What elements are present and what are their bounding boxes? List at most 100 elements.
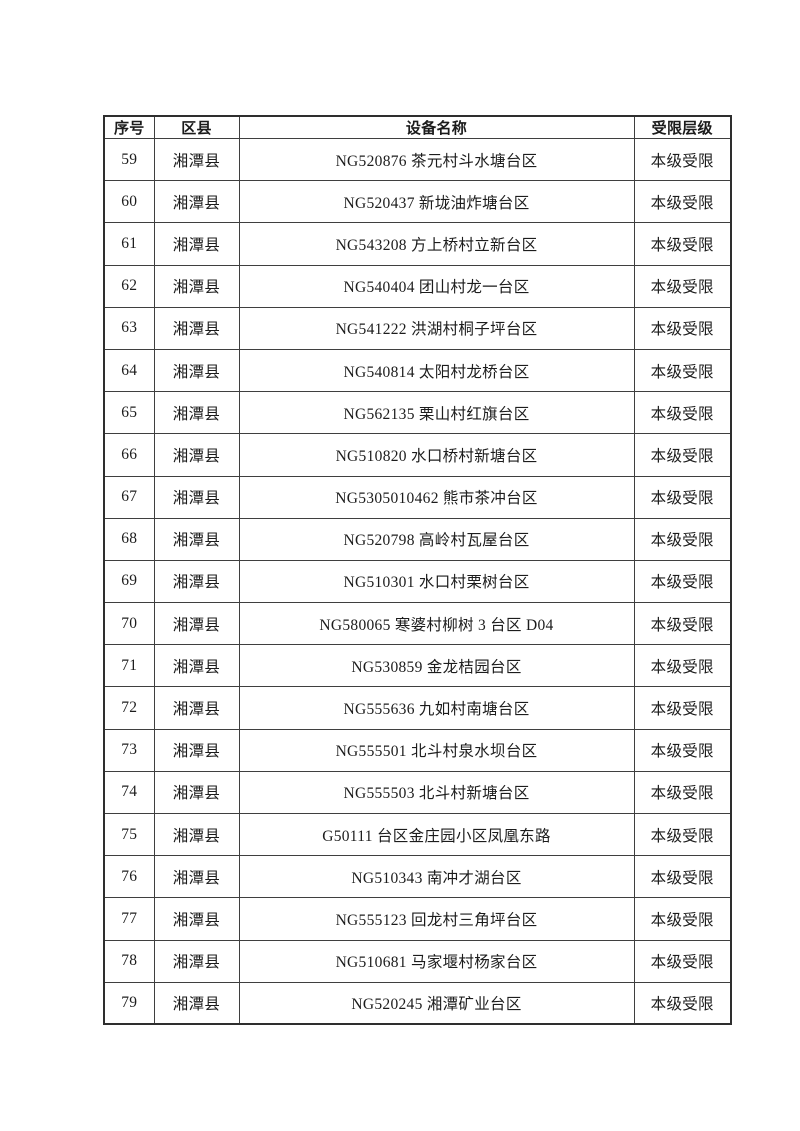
cell-district: 湘潭县	[153, 686, 240, 730]
cell-district: 湘潭县	[153, 770, 240, 815]
device-restriction-table: 序号 区县 设备名称 受限层级 59 湘潭县 NG520876 茶元村斗水塘台区 本级…	[103, 115, 732, 1026]
table-row: 60 湘潭县 NG520437 新垅油炸塘台区 本级受限	[103, 180, 732, 224]
cell-district: 湘潭县	[153, 222, 240, 266]
cell-device-name: NG555636 九如村南塘台区	[238, 686, 635, 730]
cell-seq: 64	[103, 348, 155, 393]
cell-district: 湘潭县	[153, 602, 240, 646]
cell-restriction-level: 本级受限	[633, 137, 732, 182]
cell-district: 湘潭县	[153, 897, 240, 941]
cell-device-name: NG5305010462 熊市茶冲台区	[238, 475, 635, 519]
cell-device-name: NG540404 团山村龙一台区	[238, 264, 635, 308]
table-row: 62 湘潭县 NG540404 团山村龙一台区 本级受限	[103, 264, 732, 308]
cell-seq: 60	[103, 180, 155, 224]
cell-district: 湘潭县	[153, 855, 240, 899]
table-row: 74 湘潭县 NG555503 北斗村新塘台区 本级受限	[103, 770, 732, 815]
cell-device-name: NG520876 茶元村斗水塘台区	[238, 137, 635, 182]
cell-district: 湘潭县	[153, 981, 240, 1025]
cell-seq: 70	[103, 602, 155, 646]
cell-district: 湘潭县	[153, 517, 240, 561]
cell-restriction-level: 本级受限	[633, 306, 732, 350]
cell-device-name: NG580065 寒婆村柳树 3 台区 D04	[238, 602, 635, 646]
cell-restriction-level: 本级受限	[633, 348, 732, 393]
cell-seq: 63	[103, 306, 155, 350]
cell-device-name: NG555123 回龙村三角坪台区	[238, 897, 635, 941]
table-row: 77 湘潭县 NG555123 回龙村三角坪台区 本级受限	[103, 897, 732, 941]
cell-seq: 75	[103, 812, 155, 857]
table-row: 67 湘潭县 NG5305010462 熊市茶冲台区 本级受限	[103, 475, 732, 519]
cell-restriction-level: 本级受限	[633, 475, 732, 519]
cell-restriction-level: 本级受限	[633, 644, 732, 688]
table-row: 71 湘潭县 NG530859 金龙桔园台区 本级受限	[103, 644, 732, 688]
cell-device-name: NG543208 方上桥村立新台区	[238, 222, 635, 266]
table-body: 59 湘潭县 NG520876 茶元村斗水塘台区 本级受限 60 湘潭县 NG520437 …	[103, 137, 732, 1025]
cell-district: 湘潭县	[153, 559, 240, 604]
cell-restriction-level: 本级受限	[633, 981, 732, 1025]
cell-district: 湘潭县	[153, 180, 240, 224]
cell-seq: 72	[103, 686, 155, 730]
cell-seq: 68	[103, 517, 155, 561]
cell-seq: 69	[103, 559, 155, 604]
cell-district: 湘潭县	[153, 137, 240, 182]
table-row: 61 湘潭县 NG543208 方上桥村立新台区 本级受限	[103, 222, 732, 266]
cell-restriction-level: 本级受限	[633, 686, 732, 730]
cell-device-name: NG510301 水口村栗树台区	[238, 559, 635, 604]
cell-restriction-level: 本级受限	[633, 812, 732, 857]
cell-restriction-level: 本级受限	[633, 939, 732, 983]
table-row: 59 湘潭县 NG520876 茶元村斗水塘台区 本级受限	[103, 137, 732, 182]
cell-district: 湘潭县	[153, 433, 240, 477]
cell-restriction-level: 本级受限	[633, 264, 732, 308]
cell-district: 湘潭县	[153, 812, 240, 857]
cell-seq: 73	[103, 728, 155, 772]
table-row: 79 湘潭县 NG520245 湘潭矿业台区 本级受限	[103, 981, 732, 1025]
cell-device-name: NG520798 高岭村瓦屋台区	[238, 517, 635, 561]
table-header-row: 序号 区县 设备名称 受限层级	[103, 115, 732, 139]
cell-device-name: NG530859 金龙桔园台区	[238, 644, 635, 688]
cell-district: 湘潭县	[153, 264, 240, 308]
cell-seq: 71	[103, 644, 155, 688]
cell-seq: 66	[103, 433, 155, 477]
header-seq: 序号	[103, 115, 155, 139]
cell-seq: 62	[103, 264, 155, 308]
cell-district: 湘潭县	[153, 728, 240, 772]
cell-restriction-level: 本级受限	[633, 391, 732, 435]
table-row: 76 湘潭县 NG510343 南冲才湖台区 本级受限	[103, 855, 732, 899]
table-row: 69 湘潭县 NG510301 水口村栗树台区 本级受限	[103, 559, 732, 604]
table-row: 78 湘潭县 NG510681 马家堰村杨家台区 本级受限	[103, 939, 732, 983]
cell-device-name: NG520437 新垅油炸塘台区	[238, 180, 635, 224]
table-row: 72 湘潭县 NG555636 九如村南塘台区 本级受限	[103, 686, 732, 730]
table-row: 75 湘潭县 G50111 台区金庄园小区凤凰东路 本级受限	[103, 812, 732, 857]
cell-district: 湘潭县	[153, 939, 240, 983]
cell-seq: 61	[103, 222, 155, 266]
cell-restriction-level: 本级受限	[633, 559, 732, 604]
cell-seq: 65	[103, 391, 155, 435]
cell-device-name: NG540814 太阳村龙桥台区	[238, 348, 635, 393]
cell-device-name: G50111 台区金庄园小区凤凰东路	[238, 812, 635, 857]
table-row: 64 湘潭县 NG540814 太阳村龙桥台区 本级受限	[103, 348, 732, 393]
cell-district: 湘潭县	[153, 391, 240, 435]
header-restriction-level: 受限层级	[633, 115, 732, 139]
cell-district: 湘潭县	[153, 475, 240, 519]
cell-seq: 76	[103, 855, 155, 899]
table-row: 73 湘潭县 NG555501 北斗村泉水坝台区 本级受限	[103, 728, 732, 772]
cell-device-name: NG510343 南冲才湖台区	[238, 855, 635, 899]
cell-restriction-level: 本级受限	[633, 602, 732, 646]
cell-device-name: NG562135 栗山村红旗台区	[238, 391, 635, 435]
table-row: 66 湘潭县 NG510820 水口桥村新塘台区 本级受限	[103, 433, 732, 477]
cell-seq: 79	[103, 981, 155, 1025]
cell-restriction-level: 本级受限	[633, 728, 732, 772]
header-district: 区县	[153, 115, 240, 139]
header-device-name: 设备名称	[238, 115, 635, 139]
table-row: 68 湘潭县 NG520798 高岭村瓦屋台区 本级受限	[103, 517, 732, 561]
cell-district: 湘潭县	[153, 306, 240, 350]
cell-restriction-level: 本级受限	[633, 517, 732, 561]
cell-restriction-level: 本级受限	[633, 433, 732, 477]
cell-district: 湘潭县	[153, 644, 240, 688]
cell-seq: 77	[103, 897, 155, 941]
cell-restriction-level: 本级受限	[633, 897, 732, 941]
table-row: 70 湘潭县 NG580065 寒婆村柳树 3 台区 D04 本级受限	[103, 602, 732, 646]
cell-restriction-level: 本级受限	[633, 770, 732, 815]
cell-device-name: NG555501 北斗村泉水坝台区	[238, 728, 635, 772]
cell-restriction-level: 本级受限	[633, 180, 732, 224]
cell-seq: 74	[103, 770, 155, 815]
cell-device-name: NG555503 北斗村新塘台区	[238, 770, 635, 815]
